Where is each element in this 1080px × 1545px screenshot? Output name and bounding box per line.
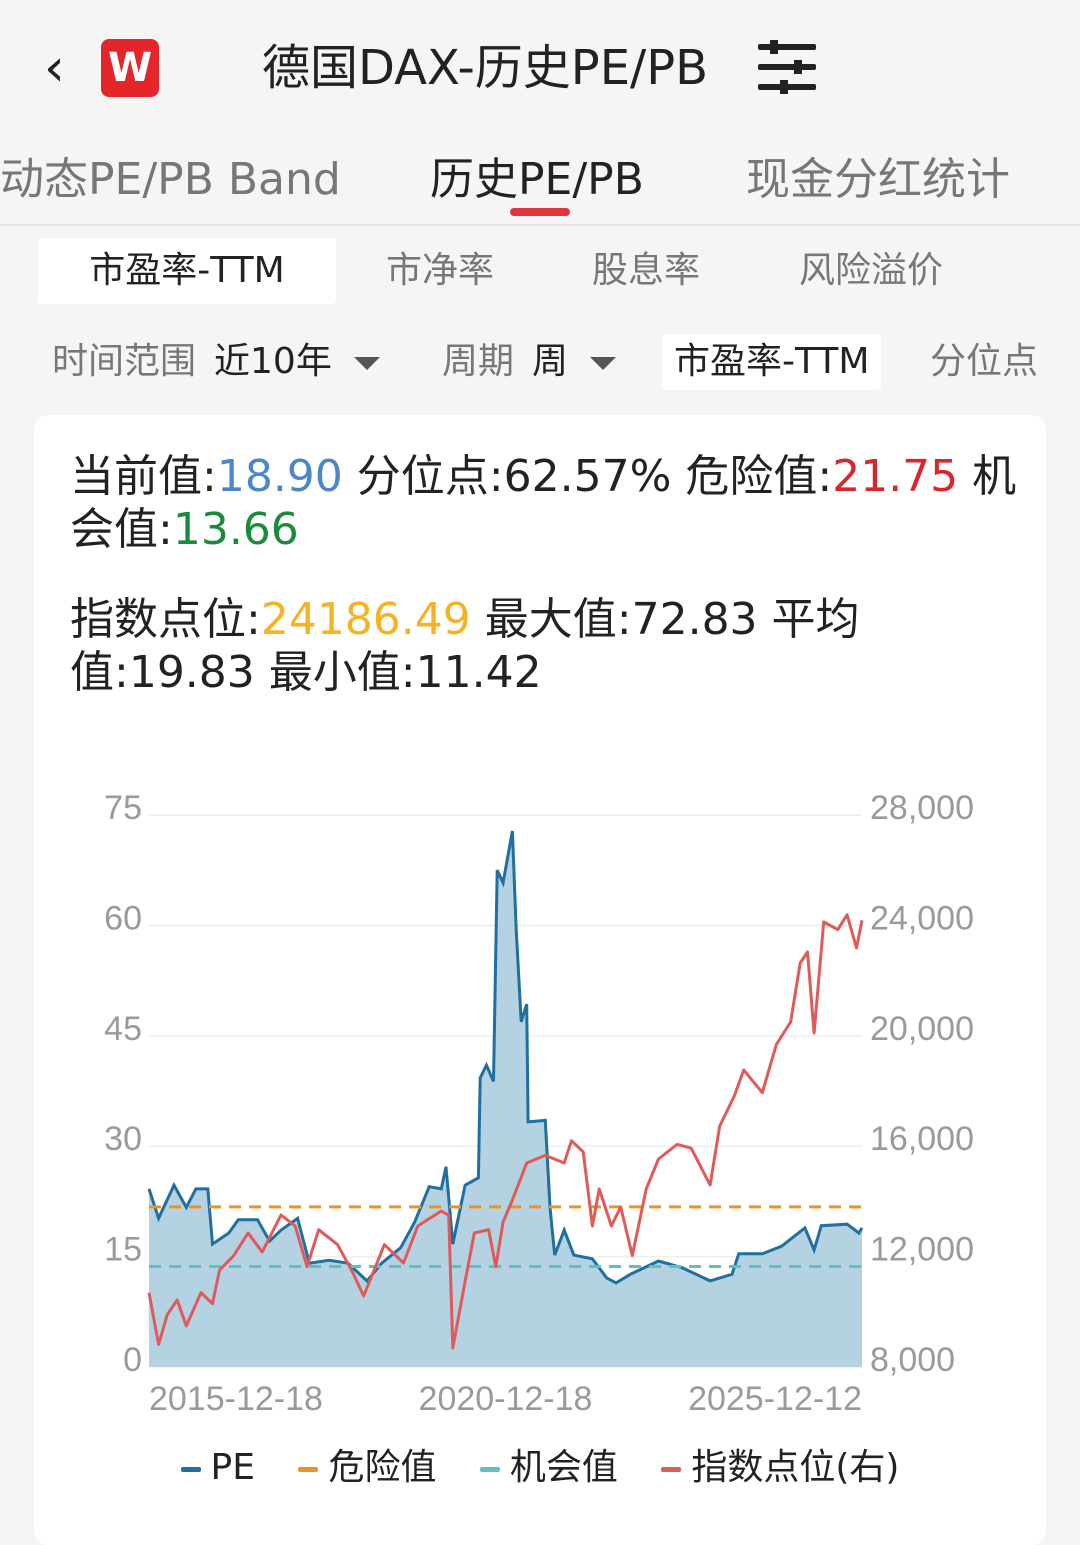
pe-line bbox=[147, 830, 864, 1285]
stats-summary: 当前值:18.90 分位点:62.57% 危险值:21.75 机会值:13.66 bbox=[70, 450, 1020, 556]
opportunity-value: 13.66 bbox=[172, 504, 299, 555]
y-right-tick-label: 28,000 bbox=[870, 789, 974, 827]
max-avg-min-text: 最大值:72.83 平均值:19.83 最小值:11.42 bbox=[70, 594, 860, 698]
active-tab-indicator bbox=[510, 208, 570, 216]
chevron-left-icon: ‹ bbox=[44, 38, 65, 98]
chart-legend: PE 危险值 机会值 指数点位(右) bbox=[0, 1442, 1080, 1494]
legend-label: 机会值 bbox=[509, 1447, 618, 1488]
y-left-tick-label: 60 bbox=[104, 899, 142, 937]
x-tick-label: 2020-12-18 bbox=[419, 1380, 593, 1418]
legend-label: PE bbox=[210, 1447, 255, 1488]
tab-history-pe-pb[interactable]: 历史PE/PB bbox=[430, 154, 644, 205]
y-left-tick-label: 30 bbox=[104, 1120, 142, 1158]
subtab-risk-premium[interactable]: 风险溢价 bbox=[798, 250, 943, 291]
legend-index[interactable]: 指数点位(右) bbox=[661, 1442, 899, 1494]
subtab-dividend-yield[interactable]: 股息率 bbox=[591, 250, 700, 291]
subtab-pb[interactable]: 市净率 bbox=[385, 250, 494, 291]
y-right-tick-label: 16,000 bbox=[870, 1120, 974, 1158]
legend-label: 危险值 bbox=[328, 1447, 437, 1488]
y-right-tick-label: 20,000 bbox=[870, 1010, 974, 1048]
index-value: 24186.49 bbox=[260, 594, 471, 645]
y-left-tick-label: 75 bbox=[104, 789, 142, 827]
back-button[interactable]: ‹ bbox=[44, 40, 65, 96]
danger-value: 21.75 bbox=[832, 451, 959, 502]
x-tick-label: 2015-12-18 bbox=[149, 1380, 323, 1418]
legend-pe[interactable]: PE bbox=[180, 1442, 255, 1494]
y-right-tick-label: 24,000 bbox=[870, 899, 974, 937]
metric-pe-ttm-button[interactable]: 市盈率-TTM bbox=[662, 334, 882, 390]
y-left-tick-label: 45 bbox=[104, 1010, 142, 1048]
opportunity-label: 机会值: bbox=[70, 451, 1017, 555]
app-logo: W bbox=[101, 39, 159, 97]
tab-cash-dividend[interactable]: 现金分红统计 bbox=[746, 154, 1010, 205]
legend-label: 指数点位(右) bbox=[691, 1447, 900, 1488]
legend-opportunity[interactable]: 机会值 bbox=[479, 1442, 618, 1494]
period-label: 周期 bbox=[442, 341, 515, 382]
subtab-pe-ttm[interactable]: 市盈率-TTM bbox=[38, 238, 336, 304]
y-left-tick-label: 0 bbox=[123, 1341, 142, 1379]
legend-danger[interactable]: 危险值 bbox=[298, 1442, 436, 1494]
pe-area bbox=[149, 831, 862, 1367]
caret-down-icon bbox=[353, 356, 380, 370]
y-right-tick-label: 12,000 bbox=[870, 1231, 974, 1269]
divider bbox=[0, 224, 1080, 226]
quantile-text: 分位点:62.57% bbox=[342, 451, 686, 502]
y-left-tick-label: 15 bbox=[104, 1231, 142, 1269]
page-title: 德国DAX-历史PE/PB bbox=[262, 40, 709, 96]
index-label: 指数点位: bbox=[70, 594, 261, 645]
period-select[interactable]: 周期周 bbox=[442, 334, 617, 390]
current-label: 当前值: bbox=[70, 451, 217, 502]
sliders-icon[interactable] bbox=[758, 40, 816, 94]
quantile-button[interactable]: 分位点 bbox=[930, 341, 1039, 382]
y-right-tick-label: 8,000 bbox=[870, 1341, 955, 1379]
tab-dynamic-band[interactable]: 动态PE/PB Band bbox=[0, 154, 341, 205]
danger-label: 危险值: bbox=[685, 451, 833, 502]
time-range-value: 近10年 bbox=[214, 341, 332, 382]
x-tick-label: 2025-12-12 bbox=[688, 1380, 862, 1418]
time-range-label: 时间范围 bbox=[52, 341, 197, 382]
caret-down-icon bbox=[590, 356, 617, 370]
current-value: 18.90 bbox=[216, 451, 343, 502]
stats-index: 指数点位:24186.49 最大值:72.83 平均值:19.83 最小值:11… bbox=[70, 593, 870, 699]
period-value: 周 bbox=[532, 341, 569, 382]
index-line bbox=[147, 913, 864, 1350]
time-range-select[interactable]: 时间范围 近10年 bbox=[52, 334, 380, 390]
